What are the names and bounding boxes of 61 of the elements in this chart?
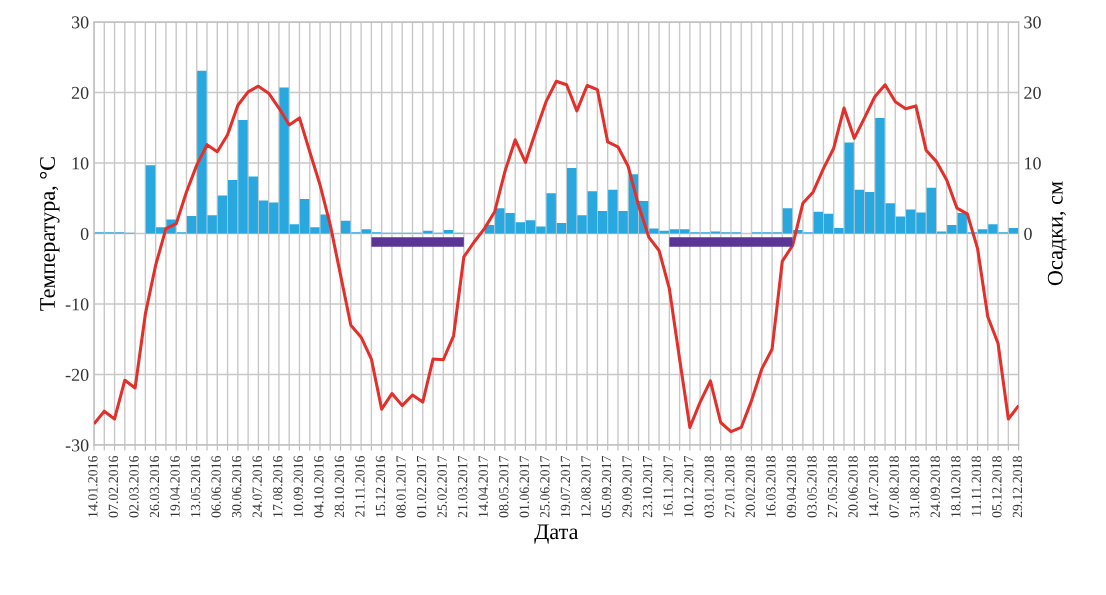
x-tick-label: 16.11.2017: [663, 455, 673, 517]
x-tick-label: 29.09.2017: [622, 455, 632, 518]
x-tick-label: 05.12.2018: [992, 456, 1002, 518]
x-tick-label: 15.12.2016: [375, 455, 386, 517]
y2-tick-label: 10: [1025, 157, 1041, 170]
x-tick-label: 14.01.2016: [88, 455, 98, 517]
x-tick-label: 03.01.2018: [704, 456, 714, 518]
x-tick-label: 06.06.2016: [211, 455, 221, 518]
x-tick-label: 10.12.2017: [683, 455, 694, 517]
x-tick-label: 25.02.2017: [437, 455, 447, 518]
x-tick-label: 08.05.2017: [499, 455, 509, 518]
x-tick-label: 11.11.2018: [971, 456, 982, 516]
x-tick-label: 10.09.2016: [293, 455, 304, 517]
y-tick-label: -20: [65, 368, 89, 381]
x-tick-label: 14.07.2018: [868, 456, 879, 517]
y2-tick-label: 0: [1024, 227, 1032, 240]
x-tick-label: 19.07.2017: [560, 455, 571, 517]
x-tick-label: 07.02.2016: [108, 455, 119, 518]
y-tick-label: 20: [71, 86, 89, 99]
y2-tick-label: 20: [1024, 86, 1041, 99]
x-tick-label: 13.05.2016: [190, 455, 201, 517]
y-tick-label: -30: [65, 439, 89, 452]
y2-axis-title: Осадки, см: [1047, 181, 1067, 286]
x-tick-label: 25.06.2017: [540, 455, 550, 518]
x-tick-label: 04.10.2016: [314, 455, 324, 518]
y-tick-label: 10: [72, 157, 89, 170]
x-tick-label: 24.07.2016: [252, 455, 262, 518]
x-tick-label: 03.05.2018: [807, 456, 817, 518]
x-axis-title: Дата: [534, 524, 579, 544]
y-tick-label: -10: [65, 298, 89, 311]
line-series: [94, 79, 1019, 434]
y-tick-label: 30: [71, 16, 89, 29]
x-tick-label: 21.03.2017: [457, 455, 468, 518]
x-tick-label: 19.04.2016: [170, 455, 180, 517]
y2-tick-label: 30: [1024, 16, 1041, 29]
x-tick-label: 17.08.2016: [273, 455, 283, 517]
x-tick-label: 14.04.2017: [478, 455, 488, 517]
x-tick-label: 28.10.2016: [334, 455, 345, 518]
x-tick-label: 30.06.2016: [231, 455, 242, 518]
y-tick-label: 0: [80, 227, 89, 240]
x-tick-label: 05.09.2017: [601, 455, 612, 518]
x-tick-label: 02.03.2016: [129, 455, 139, 518]
x-tick-label: 24.09.2018: [930, 456, 940, 518]
x-tick-label: 18.10.2018: [951, 456, 961, 517]
x-tick-label: 27.01.2018: [725, 456, 735, 518]
x-tick-label: 07.08.2018: [889, 456, 899, 518]
x-tick-label: 01.02.2017: [416, 455, 427, 518]
x-tick-label: 16.03.2018: [766, 456, 776, 517]
x-tick-label: 26.03.2016: [149, 455, 160, 518]
x-tick-label: 01.06.2017: [519, 455, 530, 518]
x-tick-label: 20.06.2018: [848, 456, 858, 518]
x-tick-label: 21.11.2016: [355, 455, 365, 517]
x-tick-label: 08.01.2017: [396, 455, 406, 518]
y-axis-title: Температура, °C: [39, 157, 60, 311]
x-tick-label: 20.02.2018: [745, 456, 756, 518]
x-tick-label: 09.04.2018: [786, 456, 797, 518]
x-tick-label: 27.05.2018: [827, 456, 838, 518]
x-tick-label: 31.08.2018: [909, 456, 920, 518]
x-tick-label: 29.12.2018: [1012, 456, 1023, 518]
x-tick-label: 12.08.2017: [581, 455, 591, 517]
x-tick-label: 23.10.2017: [642, 455, 653, 518]
